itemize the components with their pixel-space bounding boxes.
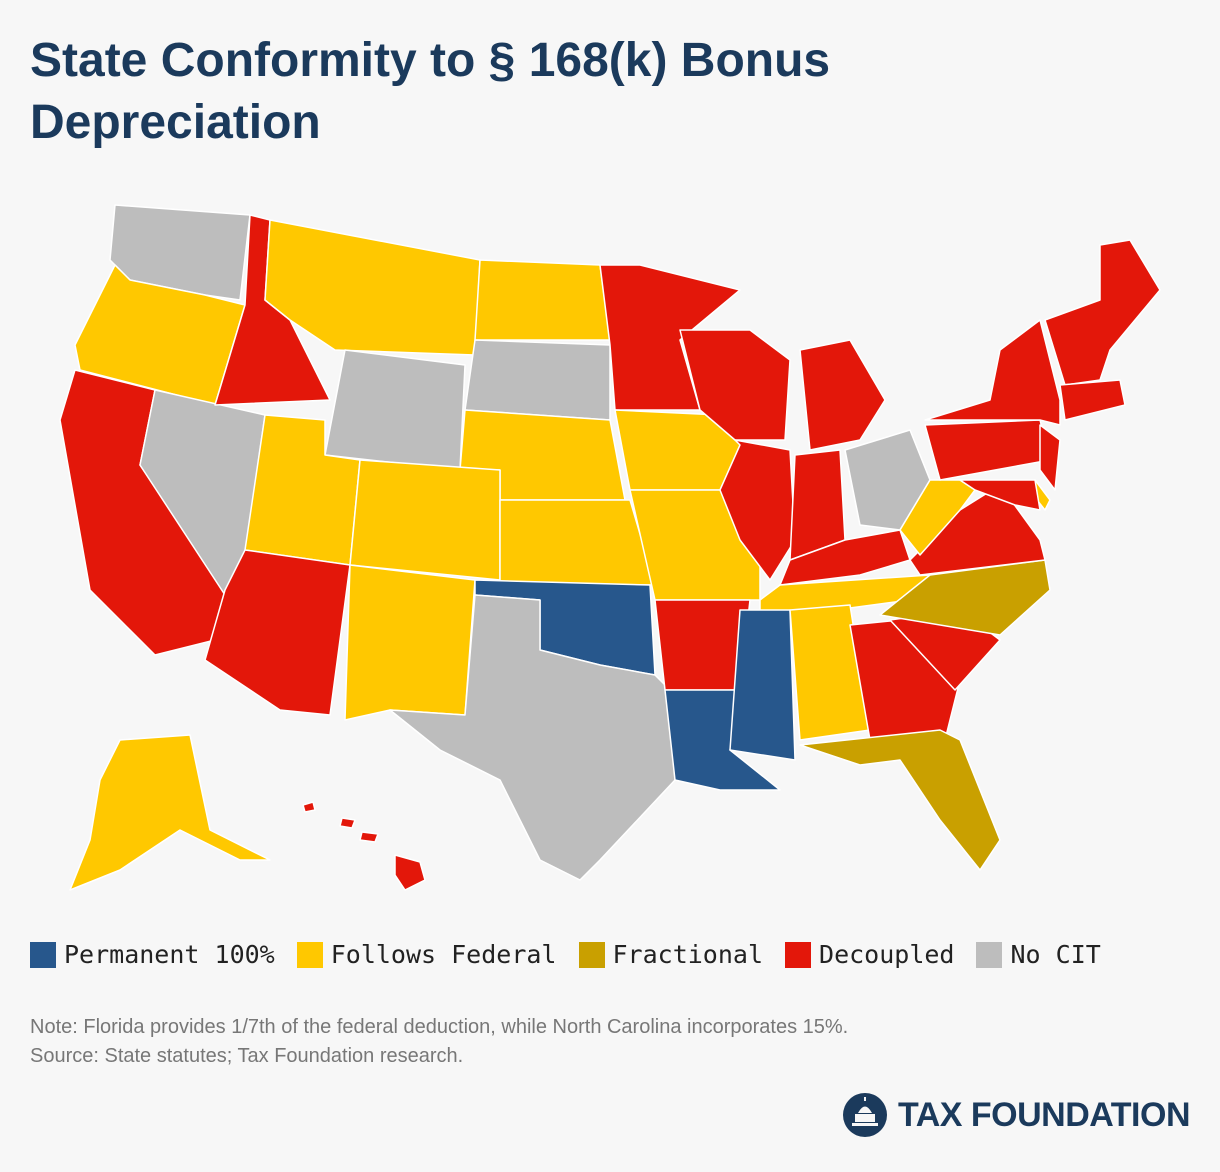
state bbox=[924, 319, 1061, 426]
state bbox=[959, 479, 1041, 511]
state bbox=[302, 801, 316, 813]
state bbox=[359, 831, 379, 843]
legend-swatch bbox=[976, 941, 1003, 968]
legend-item: Fractional bbox=[578, 940, 764, 969]
legend-swatch bbox=[30, 941, 56, 968]
source: Source: State statutes; Tax Foundation r… bbox=[30, 1045, 464, 1067]
legend-label: No CIT bbox=[1010, 940, 1101, 969]
state bbox=[799, 729, 1001, 871]
state bbox=[599, 264, 741, 411]
state bbox=[629, 489, 761, 601]
legend-item: Follows Federal bbox=[296, 940, 557, 969]
state bbox=[719, 439, 796, 581]
legend-item: Permanent 100% bbox=[30, 940, 275, 969]
state bbox=[499, 499, 656, 586]
legend-label: Permanent 100% bbox=[64, 940, 275, 969]
state bbox=[349, 459, 501, 581]
legend-swatch bbox=[578, 941, 605, 968]
state bbox=[1044, 239, 1161, 386]
state bbox=[679, 329, 791, 441]
note: Note: Florida provides 1/7th of the fede… bbox=[30, 1016, 849, 1038]
state bbox=[879, 559, 1051, 636]
legend-label: Fractional bbox=[612, 940, 764, 969]
state bbox=[729, 609, 796, 761]
legend-label: Decoupled bbox=[819, 940, 955, 969]
legend-item: No CIT bbox=[976, 940, 1101, 969]
state bbox=[324, 349, 466, 471]
legend-item: Decoupled bbox=[785, 940, 954, 969]
state bbox=[344, 564, 476, 721]
logo-text: TAX FOUNDATION bbox=[897, 1095, 1191, 1134]
legend-swatch bbox=[296, 941, 323, 968]
us-map bbox=[59, 204, 1161, 891]
legend-label: Follows Federal bbox=[330, 940, 557, 969]
state bbox=[924, 419, 1051, 481]
state bbox=[1059, 379, 1126, 421]
state bbox=[74, 264, 246, 406]
state bbox=[1039, 424, 1061, 491]
logo: TAX FOUNDATION bbox=[842, 1092, 1191, 1138]
state bbox=[69, 734, 271, 891]
state bbox=[474, 259, 611, 341]
state bbox=[464, 339, 611, 421]
title: State Conformity to § 168(k) Bonus Depre… bbox=[30, 34, 831, 149]
legend-swatch bbox=[785, 941, 812, 968]
state bbox=[339, 817, 356, 829]
legend: Permanent 100% Follows Federal Fractional D… bbox=[30, 940, 1101, 969]
logo-icon bbox=[842, 1093, 887, 1137]
state bbox=[389, 594, 676, 881]
state bbox=[394, 854, 426, 891]
state bbox=[799, 339, 886, 451]
